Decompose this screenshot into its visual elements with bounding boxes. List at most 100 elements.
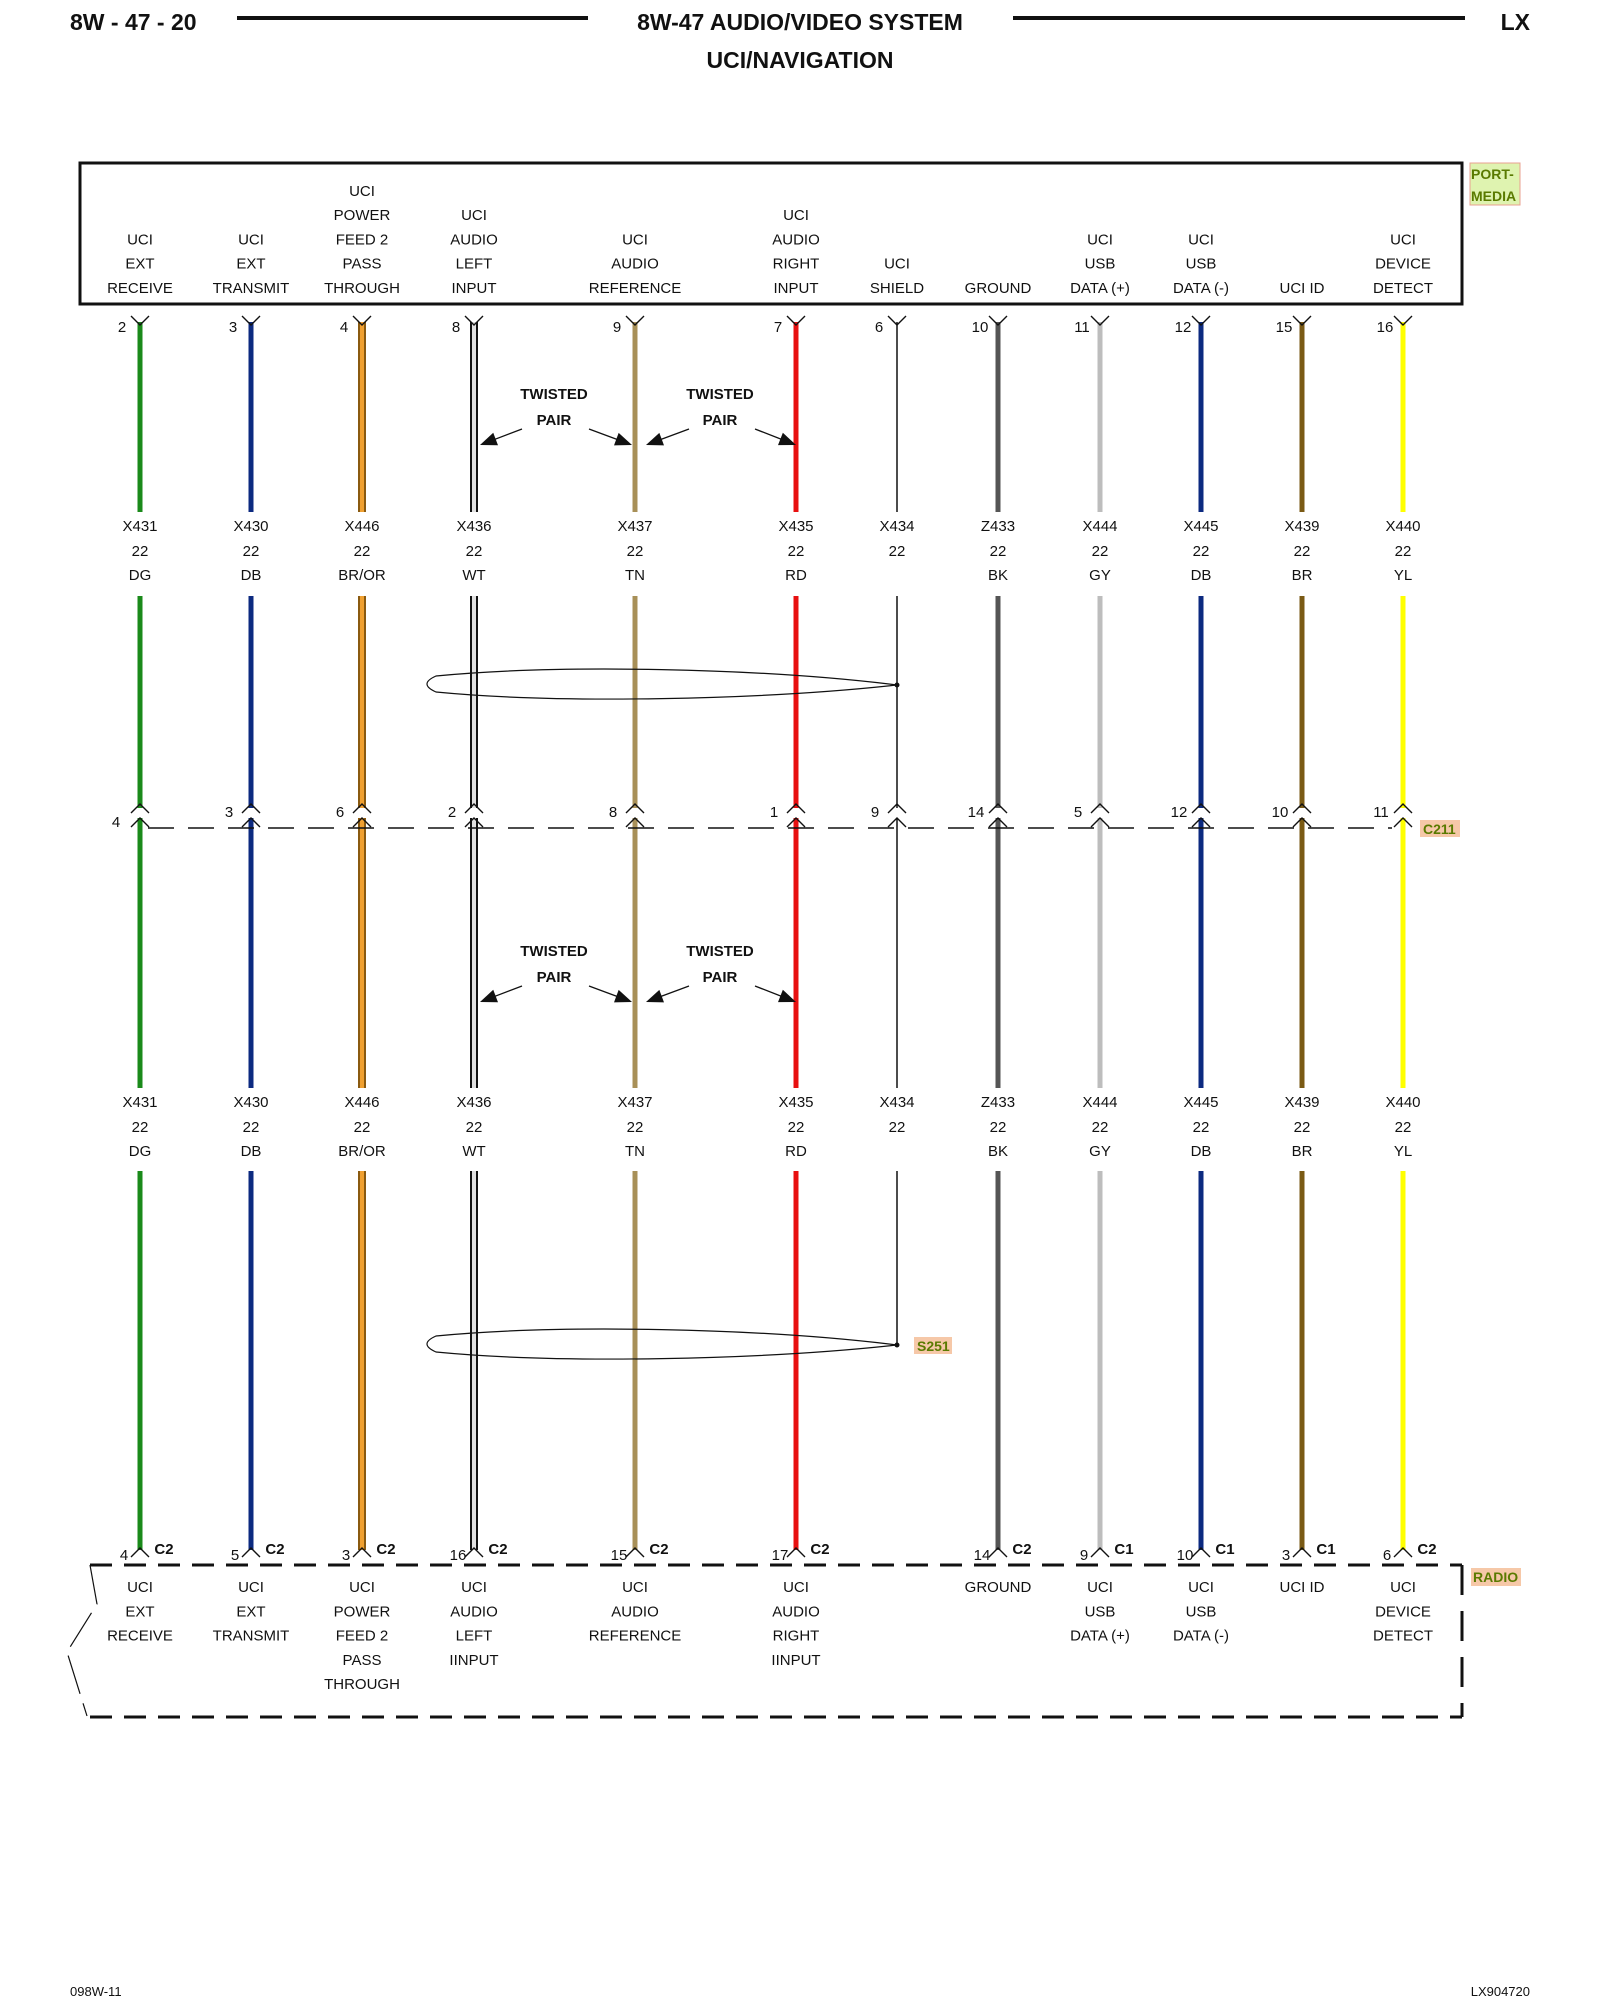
wire-color-code: DB <box>241 567 262 584</box>
wire-gauge: 22 <box>1395 543 1412 560</box>
wire-circuit-id: X435 <box>778 518 813 535</box>
port-media-tag-line1[interactable]: PORT- <box>1471 166 1514 182</box>
radio-pin-label: RIGHT <box>773 1628 820 1645</box>
top-pin-label: EXT <box>125 256 154 273</box>
radio-pin-label: REFERENCE <box>589 1628 682 1645</box>
wire-color-code: YL <box>1394 1143 1412 1160</box>
c211-pin-number: 9 <box>871 804 879 821</box>
c211-pin-number: 4 <box>112 814 120 831</box>
top-pin-label: RIGHT <box>773 256 820 273</box>
wire-color-code: TN <box>625 1143 645 1160</box>
wire-gauge: 22 <box>466 543 483 560</box>
top-pin-number: 4 <box>340 319 348 336</box>
arrowhead-icon <box>646 432 664 446</box>
c211-pin-terminal-icon <box>130 803 150 814</box>
c211-pin-number: 6 <box>336 804 344 821</box>
radio-connector-id: C2 <box>488 1541 507 1558</box>
radio-pin-terminal-icon <box>241 1547 261 1558</box>
c211-pin-terminal-icon <box>988 817 1008 828</box>
radio-pin-label: GROUND <box>965 1579 1032 1596</box>
wire-gauge: 22 <box>788 1119 805 1136</box>
wire-gauge: 22 <box>354 543 371 560</box>
top-pin-label: UCI ID <box>1280 280 1325 297</box>
radio-pin-terminal-icon <box>625 1547 645 1558</box>
wire-circuit-id: X431 <box>122 518 157 535</box>
radio-pin-label: IINPUT <box>449 1652 498 1669</box>
twisted-pair-label: TWISTED <box>520 943 588 960</box>
twisted-pair-label: PAIR <box>703 412 738 429</box>
wire-color-code: GY <box>1089 567 1111 584</box>
twisted-pair-label: TWISTED <box>520 386 588 403</box>
top-pin-label: UCI <box>884 256 910 273</box>
c211-pin-terminal-icon <box>1393 817 1413 828</box>
top-pin-label: LEFT <box>456 256 493 273</box>
radio-connector-id: C2 <box>1417 1541 1436 1558</box>
pin-terminal-icon <box>130 315 150 326</box>
port-media-tag-line2[interactable]: MEDIA <box>1471 188 1516 204</box>
radio-pin-terminal-icon <box>464 1547 484 1558</box>
page-title: 8W-47 AUDIO/VIDEO SYSTEM <box>637 9 963 35</box>
radio-pin-label: UCI <box>1087 1579 1113 1596</box>
c211-pin-terminal-icon <box>1191 803 1211 814</box>
c211-pin-number: 10 <box>1272 804 1289 821</box>
radio-pin-label: AUDIO <box>611 1603 659 1620</box>
radio-pin-label: UCI <box>461 1579 487 1596</box>
pin-terminal-icon <box>1090 315 1110 326</box>
wire-circuit-id: X440 <box>1385 518 1420 535</box>
arrowhead-icon <box>614 989 632 1003</box>
radio-pin-number: 17 <box>772 1547 789 1564</box>
radio-pin-label: DATA (-) <box>1173 1628 1229 1645</box>
radio-pin-label: PASS <box>343 1652 382 1669</box>
top-pin-label: DETECT <box>1373 280 1433 297</box>
wire-gauge: 22 <box>1092 1119 1109 1136</box>
pin-terminal-icon <box>786 315 806 326</box>
top-pin-label: FEED 2 <box>336 231 389 248</box>
wire-circuit-id: X445 <box>1183 518 1218 535</box>
wire-circuit-id: X434 <box>879 518 914 535</box>
wire-circuit-id: X437 <box>617 518 652 535</box>
c211-pin-terminal-icon <box>988 803 1008 814</box>
wire-gauge: 22 <box>466 1119 483 1136</box>
radio-connector-id: C1 <box>1316 1541 1335 1558</box>
radio-connector-label[interactable]: RADIO <box>1473 1569 1518 1585</box>
radio-pin-label: POWER <box>334 1603 391 1620</box>
c211-pin-terminal-icon <box>352 803 372 814</box>
c211-pin-terminal-icon <box>887 803 907 814</box>
radio-pin-number: 3 <box>1282 1547 1290 1564</box>
c211-pin-number: 14 <box>968 804 985 821</box>
radio-pin-terminal-icon <box>1393 1547 1413 1558</box>
wire-color-code: TN <box>625 567 645 584</box>
wire-color-code: DG <box>129 567 152 584</box>
wire-color-code: BK <box>988 567 1008 584</box>
radio-pin-label: USB <box>1085 1603 1116 1620</box>
wire-circuit-id: X444 <box>1082 518 1117 535</box>
top-pin-label: AUDIO <box>611 256 659 273</box>
wire-color-code: RD <box>785 567 807 584</box>
splice-s251-label[interactable]: S251 <box>917 1338 950 1354</box>
top-pin-label: REFERENCE <box>589 280 682 297</box>
wire-circuit-id: X439 <box>1284 1094 1319 1111</box>
arrowhead-icon <box>614 432 632 446</box>
radio-pin-label: UCI <box>1188 1579 1214 1596</box>
wire-circuit-id: Z433 <box>981 518 1015 535</box>
radio-pin-number: 6 <box>1383 1547 1391 1564</box>
pin-terminal-icon <box>1191 315 1211 326</box>
pin-terminal-icon <box>625 315 645 326</box>
wire-gauge: 22 <box>990 543 1007 560</box>
wire-labels: 2 UCI EXT RECEIVE X431 22 DG X431 22 DG 4 4 C2 UCI EXT… <box>107 183 1437 1693</box>
top-pin-number: 9 <box>613 319 621 336</box>
radio-pin-number: 5 <box>231 1547 239 1564</box>
wire-gauge: 22 <box>1092 543 1109 560</box>
wire-gauge: 22 <box>889 543 906 560</box>
wire-circuit-id: X445 <box>1183 1094 1218 1111</box>
c211-connector-label[interactable]: C211 <box>1423 821 1456 837</box>
model-code: LX <box>1501 9 1531 35</box>
wire-color-code: BR <box>1292 567 1313 584</box>
radio-pin-label: FEED 2 <box>336 1628 389 1645</box>
radio-pin-number: 3 <box>342 1547 350 1564</box>
radio-pin-number: 9 <box>1080 1547 1088 1564</box>
wire-gauge: 22 <box>1193 1119 1210 1136</box>
pin-terminal-icon <box>352 315 372 326</box>
twisted-pair-annotations: TWISTED PAIR TWISTED PAIR TWISTED PAIR TWISTED… <box>480 386 796 1003</box>
